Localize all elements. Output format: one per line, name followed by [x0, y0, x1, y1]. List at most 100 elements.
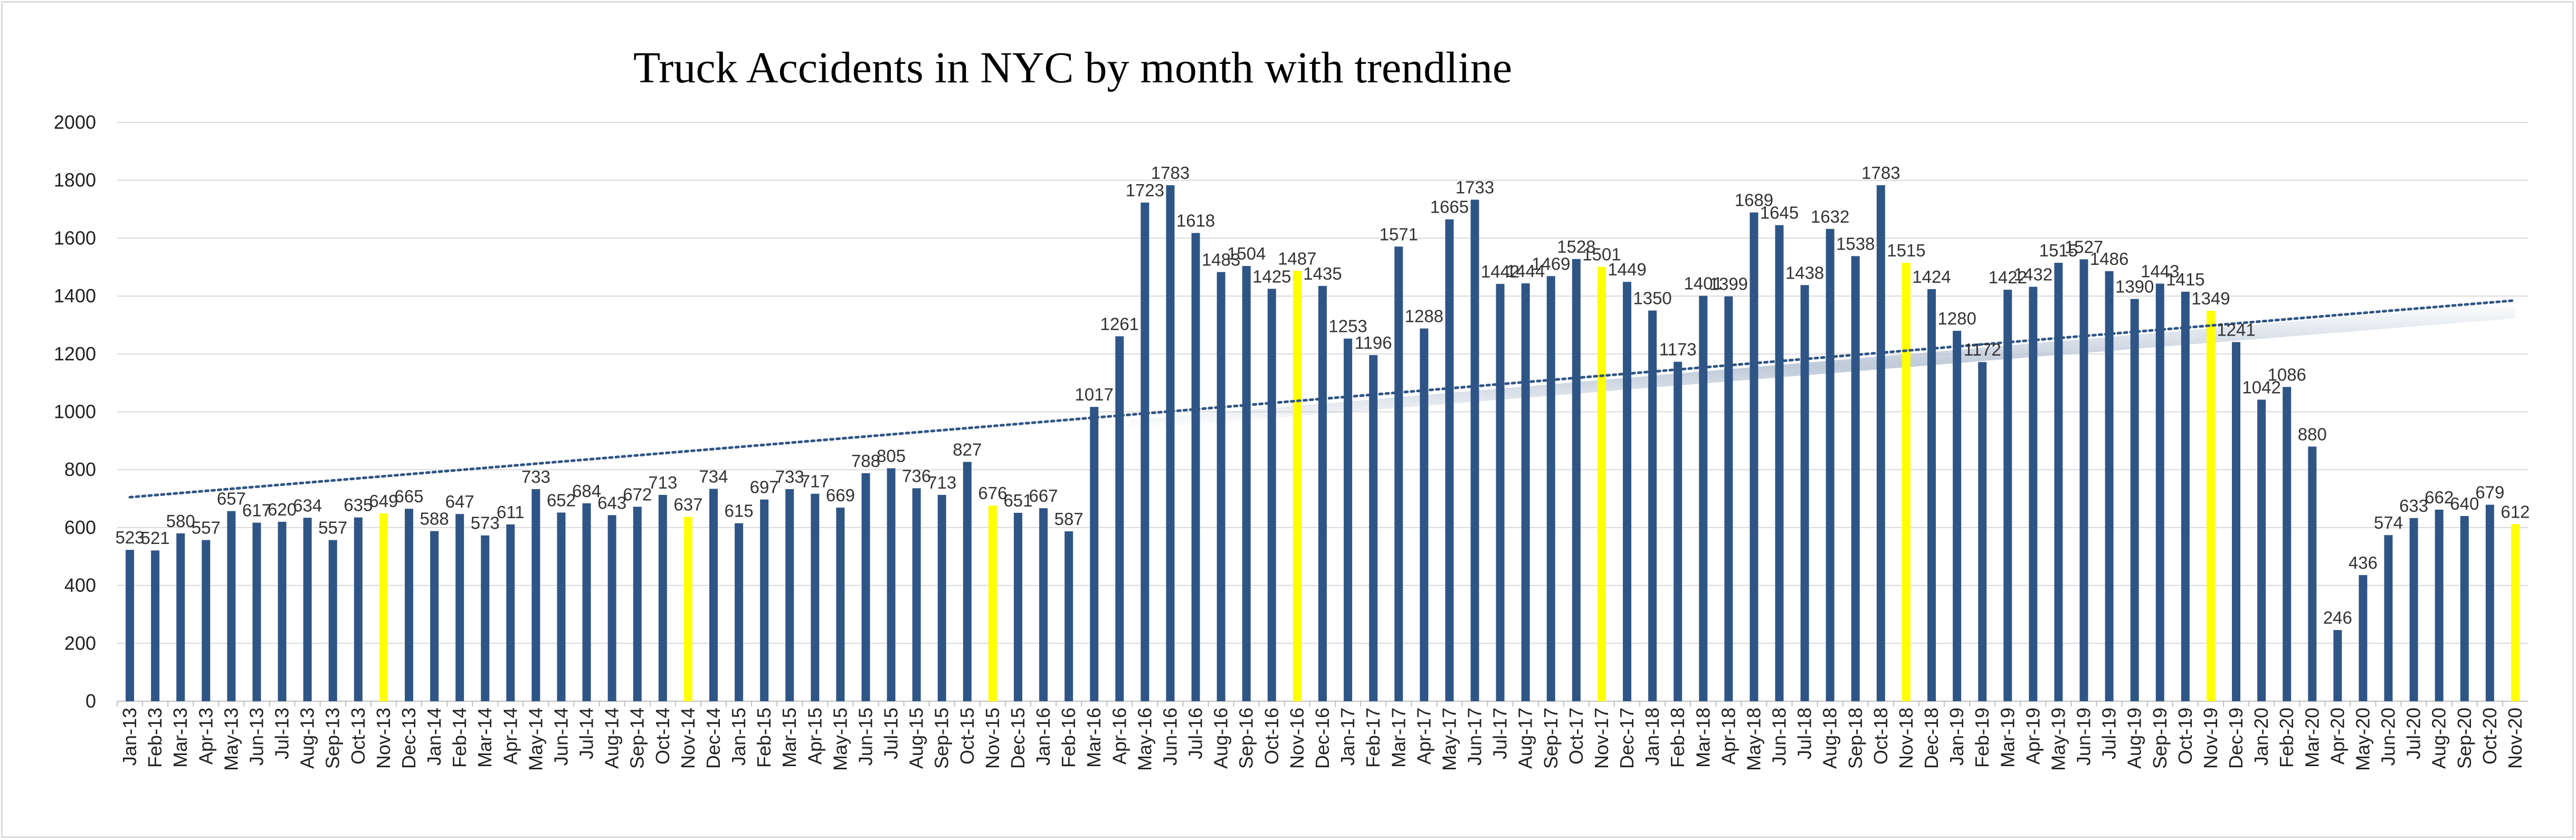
- data-label: 1618: [1176, 211, 1215, 231]
- x-tick-label: Nov-14: [677, 708, 699, 769]
- data-label: 587: [1054, 509, 1083, 529]
- bar: [1876, 185, 1885, 701]
- data-label: 880: [2298, 424, 2327, 444]
- x-tick-label: Dec-14: [702, 708, 724, 769]
- x-tick-label: Jul-18: [1794, 708, 1815, 759]
- x-tick-label: Feb-18: [1667, 708, 1688, 768]
- y-tick-label: 1600: [54, 227, 96, 249]
- data-label: 1390: [2115, 277, 2154, 297]
- data-label: 1288: [1405, 307, 1443, 326]
- x-tick-label: Jun-15: [854, 708, 876, 766]
- bar: [1623, 282, 1632, 701]
- x-tick-label: Sep-19: [2149, 708, 2171, 769]
- data-label: 1515: [1887, 241, 1925, 260]
- data-label: 246: [2323, 608, 2352, 627]
- data-label: 734: [699, 466, 728, 486]
- data-label: 588: [420, 509, 449, 528]
- data-label: 733: [775, 467, 804, 486]
- x-tick-label: Aug-18: [1819, 708, 1841, 769]
- x-tick-label: Nov-16: [1286, 708, 1308, 769]
- x-tick-label: Feb-14: [449, 708, 470, 768]
- trendline-group: [128, 299, 2517, 499]
- bar: [2054, 263, 2063, 702]
- bar: [1851, 256, 1860, 702]
- bars: [126, 185, 2520, 702]
- data-label: 679: [2475, 483, 2504, 502]
- data-label: 684: [572, 481, 601, 501]
- x-tick-label: Jun-19: [2073, 708, 2095, 766]
- x-tick-label: Mar-13: [169, 708, 191, 768]
- x-axis: Jan-13 Feb-13 Mar-13 Apr-13 May-13 Jun-13 Jul-…: [117, 701, 2526, 771]
- x-tick-label: Jul-19: [2098, 708, 2120, 759]
- data-label: 669: [826, 485, 855, 505]
- bar: [988, 505, 997, 701]
- x-tick-label: Aug-15: [906, 708, 927, 769]
- bar: [126, 550, 135, 701]
- x-tick-label: Oct-16: [1261, 708, 1282, 765]
- x-tick-label: Feb-16: [1058, 708, 1079, 768]
- bar: [1445, 219, 1454, 701]
- bar: [1318, 285, 1327, 701]
- x-tick-label: Feb-13: [144, 708, 166, 768]
- x-tick-label: Feb-15: [753, 708, 775, 768]
- data-label: 652: [547, 490, 576, 510]
- x-tick-label: Jan-13: [119, 708, 140, 766]
- data-label: 1501: [1582, 245, 1621, 264]
- x-tick-label: Sep-15: [931, 708, 953, 769]
- data-label: 788: [851, 451, 880, 471]
- data-label: 1483: [1202, 250, 1240, 270]
- bar: [1166, 185, 1175, 701]
- data-label: 805: [877, 446, 906, 465]
- bar: [709, 489, 718, 701]
- x-tick-label: Apr-14: [499, 708, 521, 765]
- bar: [1572, 259, 1581, 702]
- bar: [1090, 407, 1099, 701]
- data-label: 1173: [1659, 340, 1697, 359]
- data-label: 634: [293, 495, 322, 515]
- y-tick-label: 600: [64, 517, 96, 538]
- bar: [1826, 228, 1834, 701]
- bar: [202, 540, 211, 701]
- x-tick-label: Apr-18: [1717, 708, 1739, 765]
- bar: [455, 514, 464, 701]
- data-label: 573: [471, 513, 500, 533]
- x-tick-label: Jul-17: [1489, 708, 1511, 759]
- bar: [2206, 311, 2215, 701]
- x-tick-label: Jul-20: [2403, 708, 2425, 759]
- data-label: 647: [445, 492, 474, 511]
- x-tick-label: May-19: [2047, 708, 2069, 771]
- bar: [2359, 575, 2368, 701]
- x-tick-label: Nov-20: [2504, 708, 2526, 769]
- bar: [557, 512, 566, 701]
- data-label: 1527: [2065, 237, 2103, 256]
- bar: [2511, 524, 2520, 701]
- data-label: 1783: [1151, 163, 1190, 183]
- bar: [481, 535, 490, 701]
- bar: [861, 473, 870, 701]
- x-tick-label: May-15: [829, 708, 851, 771]
- bar: [2181, 291, 2190, 701]
- data-label: 643: [597, 493, 626, 512]
- bar: [2435, 509, 2444, 701]
- x-tick-label: Jan-20: [2250, 708, 2272, 766]
- bar: [2079, 259, 2088, 701]
- x-tick-label: Oct-14: [652, 708, 673, 765]
- data-label: 1515: [2039, 241, 2078, 260]
- bar: [2485, 504, 2494, 701]
- x-tick-label: Oct-19: [2174, 708, 2196, 765]
- x-tick-label: Jul-16: [1185, 708, 1206, 759]
- data-label: 736: [902, 466, 931, 485]
- chart-title: Truck Accidents in NYC by month with tre…: [633, 43, 1513, 92]
- bar: [658, 494, 667, 701]
- x-tick-label: May-18: [1743, 708, 1764, 771]
- bar: [607, 515, 616, 701]
- bar: [2257, 399, 2266, 701]
- data-label: 1449: [1608, 260, 1646, 279]
- bar: [633, 507, 642, 701]
- data-label: 637: [673, 495, 702, 514]
- bar: [531, 489, 540, 701]
- y-tick-label: 200: [64, 632, 96, 654]
- data-label: 436: [2349, 553, 2378, 572]
- data-label: 1415: [2166, 270, 2204, 289]
